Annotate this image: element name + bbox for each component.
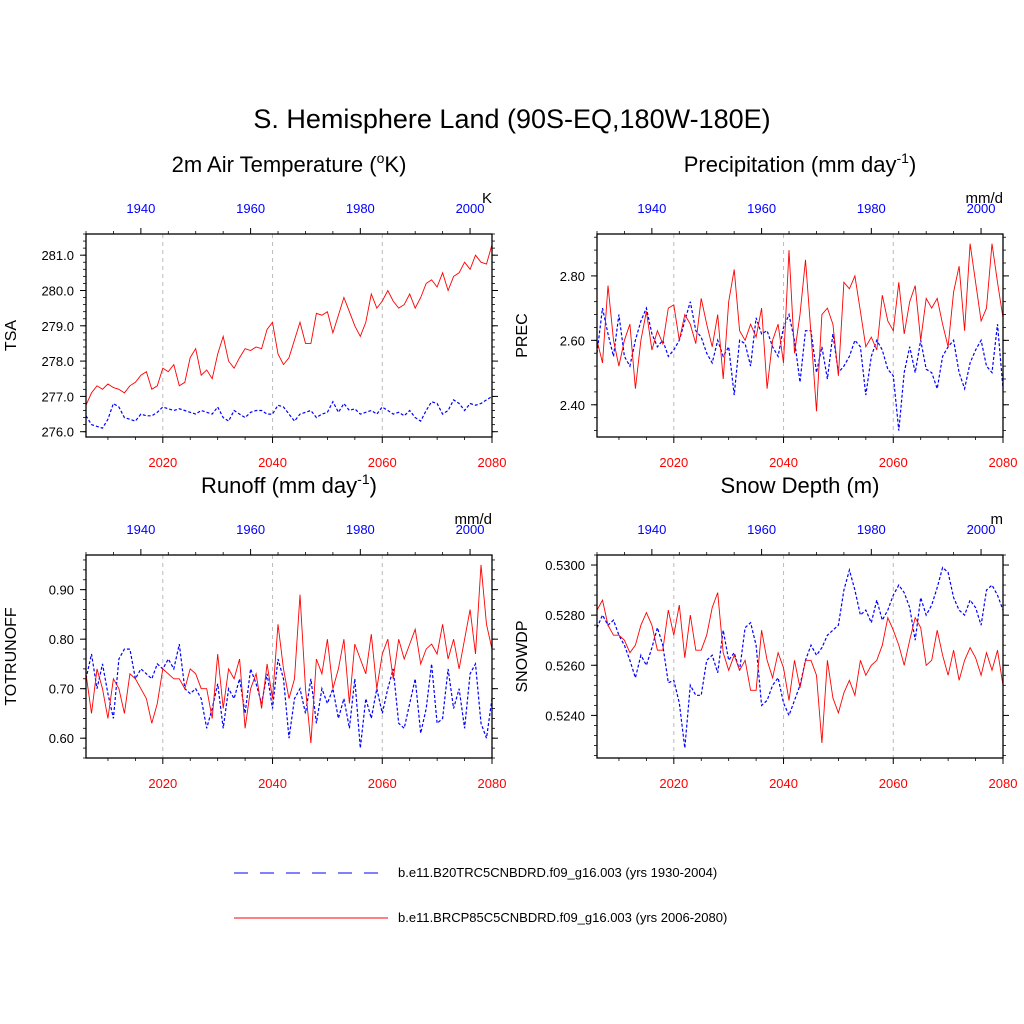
panel-title-superscript: o: [377, 150, 385, 166]
panel-title-tail: ): [370, 473, 377, 498]
panel-title-superscript: -1: [357, 471, 370, 487]
y-axis-label: SNOWDP: [514, 621, 531, 693]
plot-frame: [596, 233, 1004, 438]
y-tick-label: 0.80: [49, 632, 74, 647]
series-line-blue: [596, 301, 1004, 431]
series-line-blue: [596, 566, 1004, 749]
x-bottom-tick-label: 2040: [769, 776, 798, 791]
panel-title: 2m Air Temperature (oK): [172, 150, 407, 177]
y-tick-label: 0.5260: [545, 658, 585, 673]
x-top-tick-label: 1980: [346, 522, 375, 537]
x-bottom-tick-label: 2040: [258, 455, 287, 470]
y-axis-label: PREC: [514, 313, 531, 357]
y-tick-label: 0.60: [49, 731, 74, 746]
panel-title: Precipitation (mm day-1): [684, 150, 917, 177]
panel-title-main: Snow Depth (m): [721, 473, 880, 498]
series-line-red: [85, 564, 493, 744]
x-top-tick-label: 2000: [967, 201, 996, 216]
x-bottom-tick-label: 2020: [659, 455, 688, 470]
x-top-tick-label: 1980: [857, 522, 886, 537]
panel-title-tail: K): [384, 152, 406, 177]
y-tick-label: 0.5280: [545, 608, 585, 623]
y-axis-label: TOTRUNOFF: [3, 607, 20, 706]
x-bottom-tick-label: 2080: [989, 776, 1018, 791]
plot-frame: [85, 554, 493, 759]
plot-frame: [85, 233, 493, 438]
x-top-tick-label: 1960: [236, 201, 265, 216]
y-axis-label: TSA: [3, 320, 20, 351]
x-top-tick-label: 2000: [456, 201, 485, 216]
units-label: mm/d: [455, 511, 493, 528]
x-top-tick-label: 1940: [126, 201, 155, 216]
panel-title-main: Precipitation (mm day: [684, 152, 897, 177]
panel-2: Precipitation (mm day-1) mm/d 2.40 2.60 2.80…: [514, 150, 1017, 470]
x-bottom-tick-label: 2060: [368, 455, 397, 470]
x-bottom-tick-label: 2080: [478, 776, 507, 791]
x-top-tick-label: 1980: [346, 201, 375, 216]
x-bottom-tick-label: 2020: [148, 776, 177, 791]
x-top-tick-label: 1940: [637, 201, 666, 216]
x-top-tick-label: 1940: [637, 522, 666, 537]
x-top-tick-label: 1980: [857, 201, 886, 216]
x-bottom-tick-label: 2080: [478, 455, 507, 470]
y-tick-label: 281.0: [41, 248, 74, 263]
x-bottom-tick-label: 2020: [659, 776, 688, 791]
y-tick-label: 2.40: [560, 398, 585, 413]
panel-title: Snow Depth (m): [721, 473, 880, 498]
panel-title-main: 2m Air Temperature (: [172, 152, 378, 177]
figure-title: S. Hemisphere Land (90S-EQ,180W-180E): [253, 104, 770, 134]
x-top-tick-label: 1940: [126, 522, 155, 537]
plot-frame: [596, 554, 1004, 759]
y-tick-label: 280.0: [41, 283, 74, 298]
panel-title-main: Runoff (mm day: [201, 473, 357, 498]
y-tick-label: 0.70: [49, 682, 74, 697]
x-top-tick-label: 2000: [456, 522, 485, 537]
panel-3: Runoff (mm day-1) mm/d 0.60 0.70 0.80 0.90 TOT…: [3, 471, 506, 791]
panel-title: Runoff (mm day-1): [201, 471, 377, 498]
panels: 2m Air Temperature (oK) K 276.0 277.0 278.0 2…: [3, 150, 1017, 791]
y-tick-label: 277.0: [41, 389, 74, 404]
y-tick-label: 276.0: [41, 425, 74, 440]
panel-1: 2m Air Temperature (oK) K 276.0 277.0 278.0 2…: [3, 150, 506, 470]
series-line-blue: [85, 643, 493, 749]
panel-title-tail: ): [909, 152, 916, 177]
panel-title-superscript: -1: [896, 150, 909, 166]
x-bottom-tick-label: 2060: [879, 776, 908, 791]
y-tick-label: 0.5300: [545, 558, 585, 573]
y-tick-label: 2.80: [560, 269, 585, 284]
x-top-tick-label: 1960: [747, 201, 776, 216]
y-tick-label: 0.5240: [545, 708, 585, 723]
x-top-tick-label: 1960: [747, 522, 776, 537]
legend-label-blue: b.e11.B20TRC5CNBDRD.f09_g16.003 (yrs 193…: [398, 865, 717, 880]
x-top-tick-label: 2000: [967, 522, 996, 537]
y-tick-label: 278.0: [41, 354, 74, 369]
x-bottom-tick-label: 2040: [769, 455, 798, 470]
series-line-red: [596, 592, 1004, 744]
legend: b.e11.B20TRC5CNBDRD.f09_g16.003 (yrs 193…: [234, 865, 727, 925]
panel-4: Snow Depth (m) m 0.5240 0.5260 0.5280 0.5300 S…: [514, 473, 1017, 791]
series-line-red: [85, 244, 493, 406]
x-bottom-tick-label: 2080: [989, 455, 1018, 470]
x-top-tick-label: 1960: [236, 522, 265, 537]
series-line-red: [596, 243, 1004, 412]
legend-label-red: b.e11.BRCP85C5CNBDRD.f09_g16.003 (yrs 20…: [398, 910, 727, 925]
y-tick-label: 279.0: [41, 319, 74, 334]
series-line-blue: [85, 395, 493, 429]
x-bottom-tick-label: 2060: [368, 776, 397, 791]
units-label: mm/d: [966, 190, 1004, 207]
units-label: m: [991, 511, 1004, 528]
units-label: K: [482, 190, 492, 207]
x-bottom-tick-label: 2060: [879, 455, 908, 470]
x-bottom-tick-label: 2020: [148, 455, 177, 470]
y-tick-label: 2.60: [560, 333, 585, 348]
y-tick-label: 0.90: [49, 583, 74, 598]
x-bottom-tick-label: 2040: [258, 776, 287, 791]
